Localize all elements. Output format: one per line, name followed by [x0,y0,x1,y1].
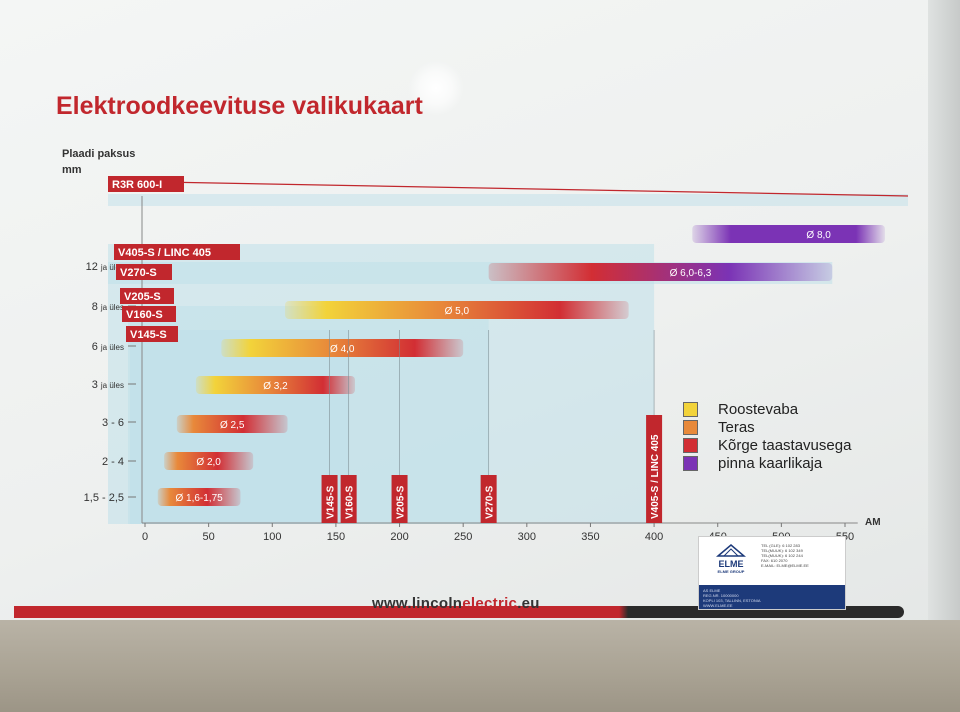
machine-limit-label: V405-S / LINC 405 [650,434,661,519]
electrode-bar-label: Ø 2,0 [196,457,221,468]
machine-tag-label: V160-S [126,309,163,321]
dealer-contact-line: TEL(MUUK): 6 102 349 [761,548,803,553]
y-tick-label: 6 ja üles [92,341,124,353]
electrode-bar [195,376,355,394]
machine-limit-label: V160-S [345,485,356,519]
legend-item-pinna: pinna kaarlikaja [683,454,851,472]
dealer-contact-line: TEL (GLE): 6 102 283 [761,543,800,548]
electrode-bar [157,488,241,506]
electrode-bar-label: Ø 2,5 [220,420,245,431]
dealer-contact-line: TEL(MUUK): 6 102 244 [761,553,803,558]
y-tick-label: 12 ja üles [86,261,124,273]
dealer-contacts: TEL (GLE): 6 102 283 TEL(MUUK): 6 102 34… [761,543,841,568]
electrode-bar-label: Ø 3,2 [263,381,288,392]
machine-limit-label: V205-S [396,485,407,519]
machine-tag-label: V270-S [120,267,157,279]
dealer-badge: ELME ELME GROUP TEL (GLE): 6 102 283 TEL… [698,536,846,610]
electrode-bar-label: Ø 8,0 [806,230,831,241]
machine-limit-tag [480,475,497,523]
electrode-bar [164,452,254,470]
x-tick-label: 400 [645,531,663,543]
machine-limit-tag [646,415,663,523]
dealer-contact-line: FAX: 610 2070 [761,558,788,563]
url-highlight: electric [462,595,518,612]
legend-swatch-teras [683,419,698,435]
machine-limit-label: V270-S [485,485,496,519]
electrode-bar-label: Ø 4,0 [330,344,355,355]
x-axis-unit: AM [865,517,881,528]
x-tick-label: 350 [581,531,599,543]
chart-title: Elektroodkeevituse valikukaart [56,92,423,120]
electrode-bar [221,339,464,357]
legend-swatch-pinna [683,455,698,471]
y-tick-label: 1,5 - 2,5 [84,492,124,504]
y-axis-label-line2: mm [62,164,82,176]
machine-limit-tag [340,475,357,523]
board-frame [928,0,960,620]
y-axis-label: Plaadi paksus mm [62,146,135,178]
machine-tag-label: R3R 600-I [112,179,162,191]
legend-label-teras: Teras [718,418,755,436]
x-tick-label: 150 [327,531,345,543]
electrode-bar-label: Ø 5,0 [445,306,470,317]
url-prefix: www.lincoln [372,595,463,612]
electrode-bar-label: Ø 1,6-1,75 [175,493,223,504]
legend-item-roostevaba: Roostevaba [683,400,851,418]
machine-tag [122,306,176,322]
dealer-footer-line: KOPLI 103, TALLINN, ESTONIA [703,598,761,603]
machine-limit-tag [321,475,338,523]
y-axis-label-line1: Plaadi paksus [62,148,136,160]
electrode-bar-label: Ø 6,0-6,3 [670,268,712,279]
dealer-subtitle: ELME GROUP [717,569,745,574]
electrode-bar [692,225,885,243]
x-tick-label: 0 [142,531,148,543]
y-tick-label: 2 - 4 [102,456,124,468]
x-tick-label: 100 [263,531,281,543]
legend-label-pinna: pinna kaarlikaja [718,454,823,472]
legend-swatch-roostevaba [683,401,698,417]
electrode-chart: 050100150200250300350400450500550AM1,5 -… [84,176,909,543]
legend-label-roostevaba: Roostevaba [718,400,799,418]
dealer-logo-icon [715,544,747,557]
y-tick-label: 3 ja üles [92,379,124,391]
dealer-logo: ELME ELME GROUP [705,543,757,577]
legend-item-teras: Teras [683,418,851,436]
machine-band-r3r [108,194,908,206]
machine-tag [116,264,172,280]
electrode-bar [488,263,833,281]
dealer-footer-line: REG.NR. 10000000 [703,593,739,598]
machine-limit-tag [391,475,408,523]
machine-tag-label: V405-S / LINC 405 [118,247,211,259]
y-tick-label: 3 - 6 [102,417,124,429]
machine-limit-label: V145-S [326,485,337,519]
machine-tag-label: V145-S [130,329,167,341]
legend-swatch-korge [683,437,698,453]
legend: Roostevaba Teras Kõrge taastavusega pinn… [683,400,851,472]
website-url: www.lincolnelectric.eu [372,595,540,612]
y-tick-label: 8 ja üles [92,301,124,313]
url-suffix: .eu [517,595,540,612]
x-tick-label: 50 [203,531,215,543]
machine-tag-label: V205-S [124,291,161,303]
light-glare [408,60,464,116]
machine-tag [114,244,240,260]
dealer-footer: AS ELME REG.NR. 10000000 KOPLI 103, TALL… [699,585,845,609]
legend-label-korge: Kõrge taastavusega [718,436,852,454]
floor [0,620,960,712]
x-tick-label: 250 [454,531,472,543]
x-tick-label: 200 [390,531,408,543]
machine-tag [108,176,184,192]
dealer-footer-line: AS ELME [703,588,721,593]
dealer-contact-line: E-MAIL: ELME@ELME.EE [761,563,809,568]
electrode-bar [285,301,629,319]
dealer-footer-line: WWW.ELME.EE [703,603,733,608]
board-bottom-stripe [14,606,904,618]
machine-tag [120,288,174,304]
dealer-brand: ELME [718,559,744,569]
machine-tag [126,326,178,342]
r3r-line [107,180,909,197]
legend-item-korge: Kõrge taastavusega [683,436,851,454]
x-tick-label: 300 [518,531,536,543]
electrode-bar [176,415,288,433]
